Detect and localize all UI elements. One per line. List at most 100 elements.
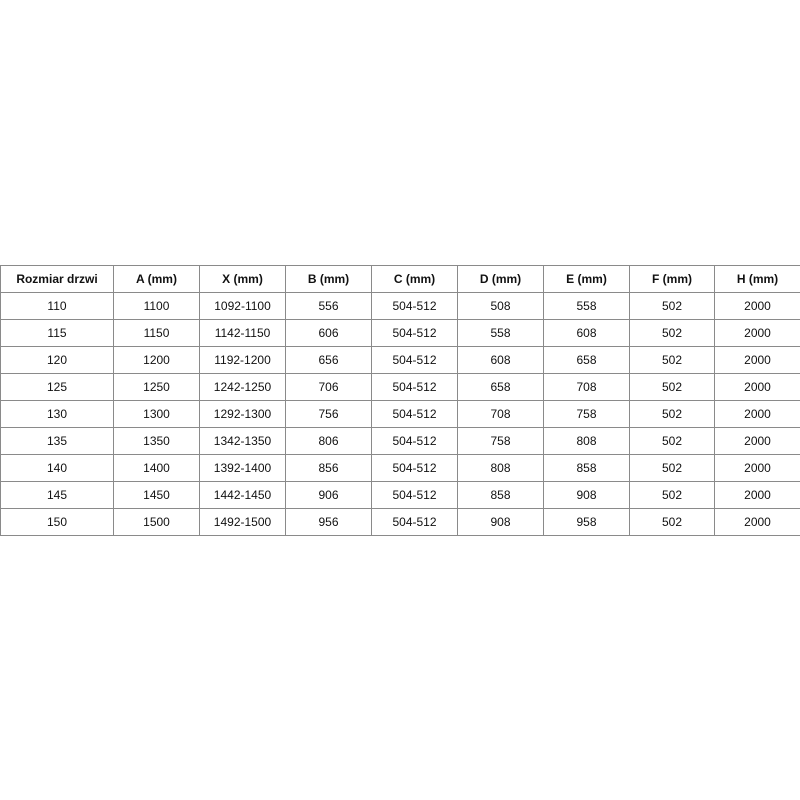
table-cell: 956 [285,508,372,536]
table-cell: 110 [0,292,114,320]
column-header: Rozmiar drzwi [0,265,114,293]
table-cell: 1350 [113,427,200,455]
table-cell: 1300 [113,400,200,428]
table-cell: 1450 [113,481,200,509]
table-cell: 1150 [113,319,200,347]
table-cell: 808 [543,427,630,455]
table-cell: 758 [457,427,544,455]
table-cell: 1092-1100 [199,292,286,320]
table-cell: 502 [629,427,715,455]
table-cell: 608 [543,319,630,347]
table-cell: 658 [543,346,630,374]
table-cell: 504-512 [371,292,458,320]
table-cell: 502 [629,346,715,374]
table-cell: 504-512 [371,319,458,347]
table-cell: 1400 [113,454,200,482]
table-cell: 1200 [113,346,200,374]
table-cell: 908 [543,481,630,509]
table-cell: 1492-1500 [199,508,286,536]
table-cell: 1142-1150 [199,319,286,347]
table-cell: 504-512 [371,400,458,428]
table-cell: 504-512 [371,346,458,374]
table-cell: 2000 [714,454,800,482]
dimensions-table: Rozmiar drzwi A (mm) X (mm) B (mm) C (mm) D (… [0,265,800,536]
table-cell: 858 [457,481,544,509]
table-cell: 504-512 [371,373,458,401]
table-row: 140 1400 1392-1400 856 504-512 808 858 502 2000 [0,454,800,482]
table-cell: 504-512 [371,454,458,482]
table-cell: 502 [629,292,715,320]
table-cell: 1292-1300 [199,400,286,428]
column-header: H (mm) [714,265,800,293]
table-cell: 502 [629,400,715,428]
table-cell: 2000 [714,400,800,428]
table-cell: 1242-1250 [199,373,286,401]
table-cell: 808 [457,454,544,482]
column-header: B (mm) [285,265,372,293]
table-cell: 140 [0,454,114,482]
table-cell: 502 [629,481,715,509]
table-cell: 908 [457,508,544,536]
table-row: 115 1150 1142-1150 606 504-512 558 608 502 2000 [0,319,800,347]
table-cell: 115 [0,319,114,347]
table-row: 145 1450 1442-1450 906 504-512 858 908 502 2000 [0,481,800,509]
table-cell: 858 [543,454,630,482]
table-cell: 2000 [714,346,800,374]
column-header: F (mm) [629,265,715,293]
table-cell: 2000 [714,427,800,455]
table-cell: 504-512 [371,427,458,455]
table-cell: 120 [0,346,114,374]
table-cell: 606 [285,319,372,347]
table-cell: 1342-1350 [199,427,286,455]
table-cell: 806 [285,427,372,455]
table-row: 135 1350 1342-1350 806 504-512 758 808 502 2000 [0,427,800,455]
table-cell: 856 [285,454,372,482]
table-row: 130 1300 1292-1300 756 504-512 708 758 502 2000 [0,400,800,428]
column-header: D (mm) [457,265,544,293]
table-cell: 508 [457,292,544,320]
table-row: 150 1500 1492-1500 956 504-512 908 958 502 2000 [0,508,800,536]
table-cell: 556 [285,292,372,320]
table-cell: 130 [0,400,114,428]
table-row: 125 1250 1242-1250 706 504-512 658 708 502 2000 [0,373,800,401]
table-cell: 504-512 [371,481,458,509]
table-cell: 135 [0,427,114,455]
table-cell: 708 [543,373,630,401]
column-header: C (mm) [371,265,458,293]
table-cell: 1192-1200 [199,346,286,374]
table-cell: 2000 [714,481,800,509]
table-cell: 2000 [714,319,800,347]
table-cell: 502 [629,319,715,347]
table-cell: 706 [285,373,372,401]
table-cell: 2000 [714,373,800,401]
header-row: Rozmiar drzwi A (mm) X (mm) B (mm) C (mm) D (… [0,265,800,293]
table-cell: 608 [457,346,544,374]
column-header: E (mm) [543,265,630,293]
table-cell: 708 [457,400,544,428]
table-cell: 656 [285,346,372,374]
table-cell: 502 [629,508,715,536]
table-cell: 502 [629,454,715,482]
table-cell: 558 [543,292,630,320]
table-cell: 504-512 [371,508,458,536]
table-cell: 1250 [113,373,200,401]
table-cell: 2000 [714,508,800,536]
table-cell: 1100 [113,292,200,320]
table-cell: 1442-1450 [199,481,286,509]
table-cell: 958 [543,508,630,536]
table-cell: 756 [285,400,372,428]
table-row: 110 1100 1092-1100 556 504-512 508 558 502 2000 [0,292,800,320]
table-cell: 145 [0,481,114,509]
table-cell: 502 [629,373,715,401]
table-row: 120 1200 1192-1200 656 504-512 608 658 502 2000 [0,346,800,374]
column-header: A (mm) [113,265,200,293]
table-cell: 150 [0,508,114,536]
table-cell: 1392-1400 [199,454,286,482]
column-header: X (mm) [199,265,286,293]
table-cell: 658 [457,373,544,401]
table-cell: 125 [0,373,114,401]
table-cell: 558 [457,319,544,347]
table-cell: 906 [285,481,372,509]
table-cell: 758 [543,400,630,428]
table-cell: 1500 [113,508,200,536]
